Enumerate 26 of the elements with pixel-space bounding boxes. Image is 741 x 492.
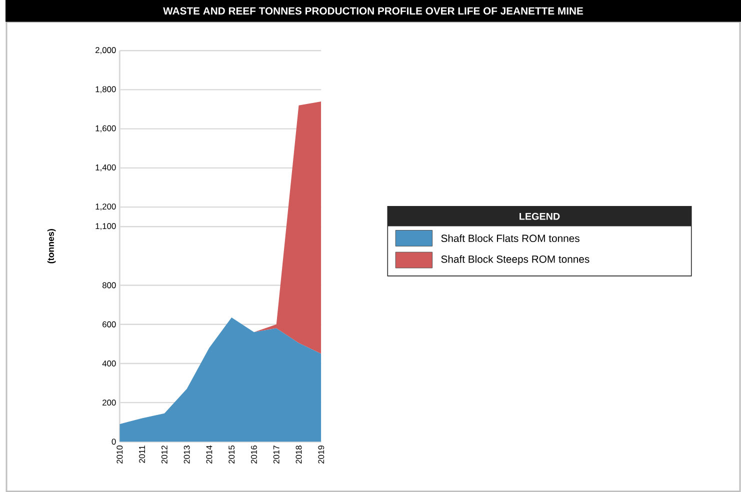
legend-title: LEGEND — [520, 212, 560, 220]
y-tick-label: 800 — [102, 282, 116, 288]
x-tick-label: 2019 — [318, 445, 324, 464]
y-tick-label: 2,000 — [96, 46, 116, 54]
x-tick-label: 2010 — [116, 445, 123, 464]
x-tick-label: 2012 — [161, 445, 168, 464]
y-tick-label: 1,600 — [96, 125, 116, 132]
x-tick-label: 2013 — [184, 445, 190, 464]
x-tick-label: 2016 — [251, 445, 257, 464]
y-tick-label: 0 — [112, 438, 116, 445]
x-tick-label: 2011 — [139, 445, 146, 463]
y-tick-label: 200 — [102, 399, 116, 406]
y-tick-label: 1,800 — [96, 86, 116, 94]
x-tick-label: 2017 — [273, 445, 280, 464]
text: WASTE AND REEF TONNES PRODUCTION PROFILE OVER LIFE OF JEANETTE MINE — [163, 7, 584, 14]
y-axis-title: (tonnes) — [47, 228, 56, 264]
y-tick-label: 600 — [102, 321, 116, 328]
x-tick-label: 2015 — [228, 445, 235, 464]
y-tick-label: 1,400 — [96, 164, 116, 172]
x-tick-label: 2014 — [206, 445, 212, 464]
legend-label: Shaft Block Flats ROM tonnes — [441, 234, 580, 242]
x-tick-label: 2018 — [296, 445, 302, 464]
legend-label: Shaft Block Steeps ROM tonnes — [441, 255, 590, 265]
y-tick-label: 1,100 — [96, 222, 116, 230]
y-tick-label: 400 — [102, 360, 116, 366]
y-tick-label: 1,200 — [96, 203, 116, 210]
